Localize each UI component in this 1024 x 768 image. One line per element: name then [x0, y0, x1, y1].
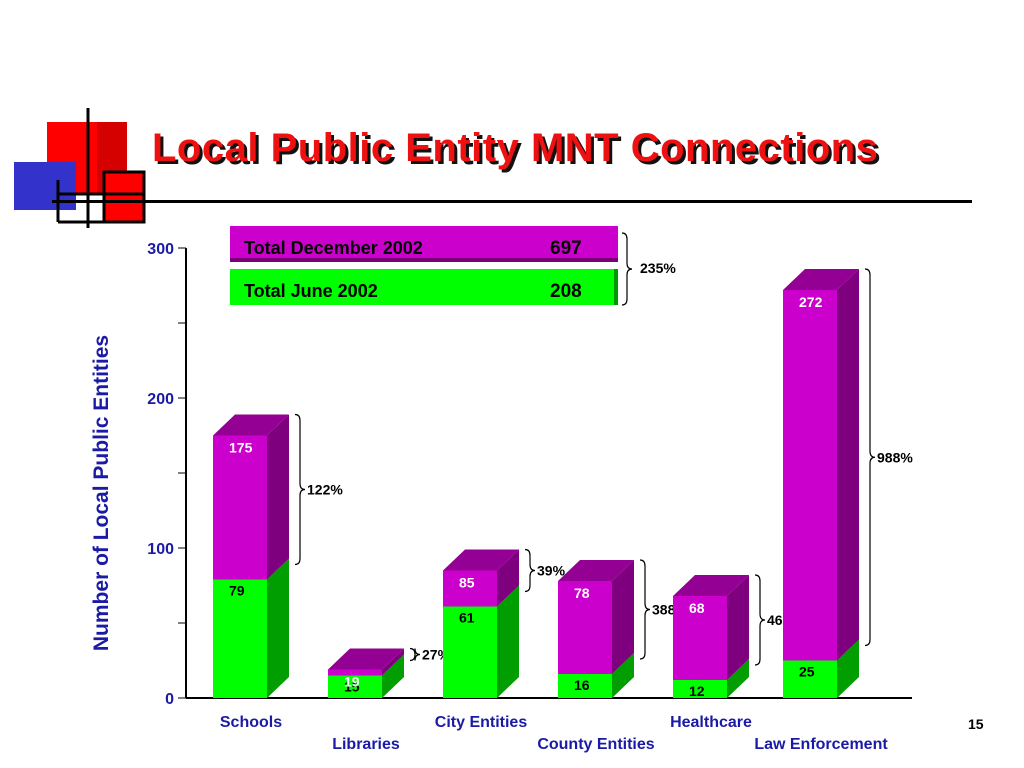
bar-december-5-front — [783, 290, 837, 661]
data-label-june: 79 — [229, 583, 245, 599]
legend-june-box — [230, 269, 618, 305]
bar-june-0-front — [213, 579, 267, 698]
bar-december-4-side — [727, 575, 749, 680]
bar-december-3-side — [612, 560, 634, 674]
totals-growth-label: 235% — [640, 260, 676, 276]
page-number: 15 — [968, 716, 984, 732]
growth-brace — [524, 548, 536, 593]
category-label: Schools — [220, 714, 282, 731]
y-axis-title: Number of Local Public Entities — [90, 335, 113, 651]
category-label: Libraries — [332, 736, 400, 753]
bar-june-4-side — [727, 659, 749, 698]
growth-brace — [639, 559, 651, 660]
data-label-june: 61 — [459, 610, 475, 626]
bar-june-2-side — [497, 585, 519, 698]
growth-brace — [409, 647, 421, 662]
bar-december-1-front — [328, 669, 382, 676]
data-label-december: 78 — [574, 585, 590, 601]
legend-december-label: Total December 2002 — [244, 238, 423, 258]
data-label-december: 272 — [799, 294, 823, 310]
bar-december-0-side — [267, 414, 289, 580]
data-label-june: 16 — [574, 677, 590, 693]
title-divider — [52, 200, 972, 203]
bar-december-1-top — [328, 648, 404, 670]
legend-june-shadow — [614, 269, 618, 305]
data-label-june: 25 — [799, 664, 815, 680]
data-label-december: 19 — [344, 674, 360, 690]
bar-december-2-front — [443, 570, 497, 607]
data-label-december: 175 — [229, 440, 253, 456]
category-label: City Entities — [435, 714, 528, 731]
bar-june-1-side — [382, 654, 404, 698]
bar-december-5-top — [783, 269, 859, 290]
bar-december-2-top — [443, 549, 519, 571]
bar-june-5-side — [837, 639, 859, 698]
data-label-december: 85 — [459, 575, 475, 591]
bar-december-2-side — [497, 549, 519, 607]
legend-june-label: Total June 2002 — [244, 281, 378, 301]
bar-june-5-front — [783, 660, 837, 698]
bar-december-0-front — [213, 435, 267, 580]
category-label: County Entities — [537, 736, 654, 753]
data-label-june: 12 — [689, 683, 705, 699]
bar-december-5-side — [837, 269, 859, 661]
legend-june-value: 208 — [550, 281, 582, 302]
data-label-june: 15 — [344, 679, 360, 695]
bar-june-0-side — [267, 558, 289, 698]
y-tick-label: 300 — [147, 241, 174, 258]
bar-june-1-front — [328, 675, 382, 698]
y-tick-label: 0 — [165, 691, 174, 708]
bar-december-3-front — [558, 581, 612, 674]
growth-label: 988% — [877, 449, 913, 465]
bar-june-3-side — [612, 653, 634, 698]
data-label-december: 68 — [689, 600, 705, 616]
legend-december-box — [230, 226, 618, 262]
bar-december-0-top — [213, 414, 289, 436]
bar-december-4-top — [673, 575, 749, 596]
bar-december-3-top — [558, 560, 634, 581]
category-label: Law Enforcement — [754, 736, 888, 753]
growth-brace — [754, 574, 766, 666]
slide-title: Local Public Entity MNT Connections — [152, 126, 879, 170]
totals-brace — [621, 232, 633, 306]
legend-december-value: 697 — [550, 238, 582, 259]
growth-brace — [294, 413, 306, 566]
legend-december-shadow — [230, 258, 618, 262]
logo-squares-icon — [14, 108, 146, 228]
category-label: Healthcare — [670, 714, 752, 731]
bar-december-1-side — [382, 648, 404, 676]
bar-june-4-front — [673, 680, 727, 698]
growth-label: 39% — [537, 563, 566, 579]
bar-december-4-front — [673, 596, 727, 680]
growth-brace — [864, 268, 876, 647]
y-tick-label: 100 — [147, 541, 174, 558]
bar-june-2-front — [443, 606, 497, 698]
bar-june-3-front — [558, 674, 612, 698]
growth-label: 122% — [307, 482, 343, 498]
y-tick-label: 200 — [147, 391, 174, 408]
